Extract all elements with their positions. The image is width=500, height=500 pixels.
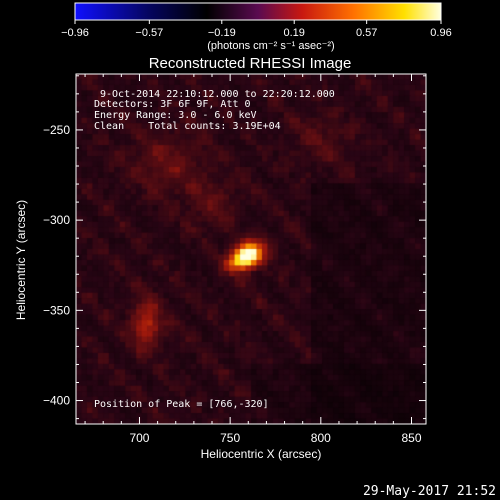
y-tick-label: −350 xyxy=(43,303,70,317)
colorbar-tick-label: −0.96 xyxy=(61,27,89,39)
colorbar-tick-label: 0.19 xyxy=(284,27,305,39)
colorbar-tick-label: −0.57 xyxy=(135,27,163,39)
y-tick-label: −300 xyxy=(43,213,70,227)
y-axis-label: Heliocentric Y (arcsec) xyxy=(14,200,28,320)
colorbar xyxy=(74,2,442,21)
heatmap-container xyxy=(76,74,426,424)
heatmap-image xyxy=(76,74,426,424)
y-tick-label: −250 xyxy=(43,123,70,137)
x-axis-ticks: 700 750 800 850 xyxy=(84,74,422,445)
y-tick-label: −400 xyxy=(43,394,70,408)
annotation-detectors: Detectors: 3F 6F 9F, Att 0 xyxy=(94,99,251,110)
x-tick-label: 750 xyxy=(220,431,240,445)
timestamp: 29-May-2017 21:52 xyxy=(363,484,496,499)
chart-title: Reconstructed RHESSI Image xyxy=(149,55,352,72)
annotation-clean-counts: Clean Total counts: 3.19E+04 xyxy=(94,121,281,132)
colorbar-tick-label: −0.19 xyxy=(208,27,236,39)
annotation-time-range: 9-Oct-2014 22:10:12.000 to 22:20:12.000 xyxy=(100,89,335,100)
x-axis-label: Heliocentric X (arcsec) xyxy=(201,447,322,461)
x-tick-label: 700 xyxy=(129,431,149,445)
annotation-energy-range: Energy Range: 3.0 - 6.0 keV xyxy=(94,110,257,121)
x-tick-label: 850 xyxy=(401,431,421,445)
y-axis-ticks: −250 −300 −350 −400 xyxy=(43,75,426,420)
colorbar-tick-label: 0.57 xyxy=(356,27,377,39)
plot-frame xyxy=(75,73,427,425)
colorbar-ticks: −0.96 −0.57 −0.19 0.19 0.57 0.96 xyxy=(61,20,452,39)
annotation-peak-position: Position of Peak = [766,-320] xyxy=(94,399,269,410)
x-tick-label: 800 xyxy=(311,431,331,445)
colorbar-tick-label: 0.96 xyxy=(430,27,451,39)
colorbar-unit-label: (photons cm⁻² s⁻¹ asec⁻²) xyxy=(207,40,334,52)
